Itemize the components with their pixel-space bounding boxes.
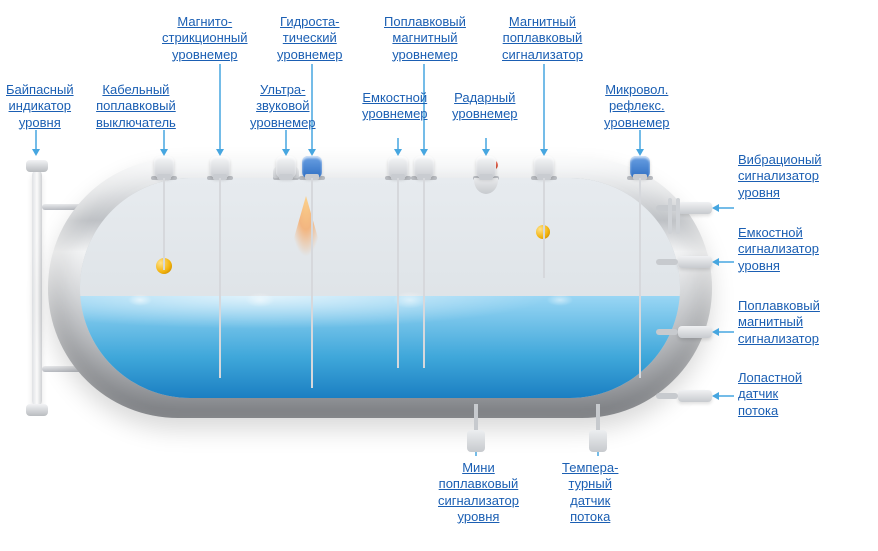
label-minifloat[interactable]: Мини поплавковый сигнализатор уровня	[438, 460, 519, 525]
label-paddle[interactable]: Лопастной датчик потока	[738, 370, 802, 419]
vibration-fork-icon	[668, 198, 680, 234]
diagram-stage: { "colors": { "link": "#1b5fb3", "arrow"…	[0, 0, 878, 551]
tank-air	[80, 178, 680, 296]
label-capsw[interactable]: Емкостной сигнализатор уровня	[738, 225, 819, 274]
label-floatmag[interactable]: Поплавковый магнитный уровнемер	[384, 14, 466, 63]
side-sensor-floatsw	[678, 326, 712, 338]
sensor-magstrict	[215, 178, 225, 378]
bypass-level-indicator	[24, 170, 50, 406]
side-sensor-vib	[678, 202, 712, 214]
label-cablefloat[interactable]: Кабельный поплавковый выключатель	[96, 82, 176, 131]
label-magswitch[interactable]: Магнитный поплавковый сигнализатор	[502, 14, 583, 63]
tank	[48, 158, 712, 418]
sensor-magswitch	[539, 178, 549, 278]
tank-water	[80, 296, 680, 398]
bottom-device-temp	[589, 430, 607, 452]
bottom-device-minifloat	[467, 430, 485, 452]
sensor-cablefloat	[159, 178, 169, 270]
tank-cutaway	[80, 178, 680, 398]
label-radar[interactable]: Радарный уровнемер	[452, 90, 518, 123]
label-temp[interactable]: Темпера- турный датчик потока	[562, 460, 618, 525]
label-vib[interactable]: Вибрационый сигнализатор уровня	[738, 152, 822, 201]
sensor-hydrostat	[307, 178, 317, 388]
label-gwr[interactable]: Микровол. рефлекс. уровнемер	[604, 82, 670, 131]
sensor-radar	[481, 178, 491, 182]
sensor-floatmag	[419, 178, 429, 368]
label-bypass[interactable]: Байпасный индикатор уровня	[6, 82, 74, 131]
label-ultra[interactable]: Ультра- звуковой уровнемер	[250, 82, 316, 131]
label-magstrict[interactable]: Магнито- стрикционный уровнемер	[162, 14, 248, 63]
label-floatsw[interactable]: Поплавковый магнитный сигнализатор	[738, 298, 820, 347]
label-cap[interactable]: Емкостной уровнемер	[362, 90, 428, 123]
label-hydrostat[interactable]: Гидроста- тический уровнемер	[277, 14, 343, 63]
side-sensor-paddle	[678, 390, 712, 402]
sensor-gwr	[635, 178, 645, 378]
side-sensor-capsw	[678, 256, 712, 268]
sensor-ultra	[281, 178, 291, 182]
sensor-cap	[393, 178, 403, 368]
water-surface	[80, 290, 680, 310]
